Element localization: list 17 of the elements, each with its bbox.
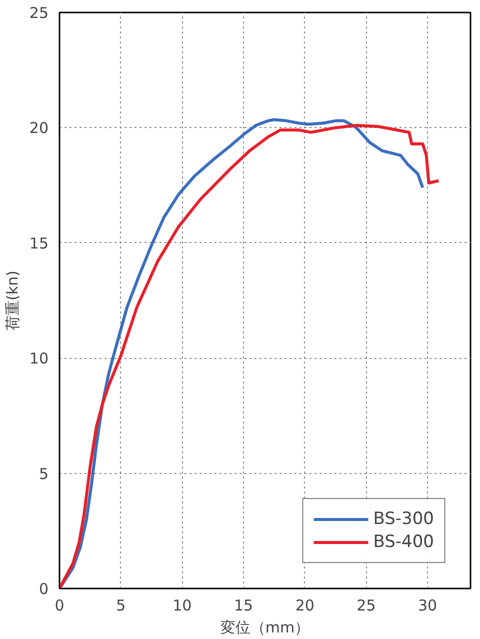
- x-axis-title: 変位（mm）: [220, 618, 310, 636]
- y-tick-label: 15: [29, 234, 49, 252]
- y-tick-label: 5: [38, 464, 49, 483]
- y-axis-title: 荷重(kn): [3, 270, 22, 330]
- x-tick-label: 25: [356, 596, 376, 614]
- x-tick-label: 20: [295, 596, 314, 614]
- y-tick-label: 20: [29, 119, 49, 138]
- legend-label: BS-300: [373, 509, 434, 529]
- x-tick-label: 30: [418, 596, 438, 614]
- y-tick-label: 25: [29, 4, 49, 22]
- x-tick-label: 10: [172, 596, 192, 614]
- y-tick-label: 10: [29, 350, 49, 368]
- x-tick-label: 15: [234, 596, 254, 614]
- x-tick-label: 0: [54, 596, 64, 614]
- x-tick-label: 5: [116, 596, 126, 614]
- legend-label: BS-400: [373, 532, 434, 552]
- y-tick-label: 0: [38, 580, 49, 598]
